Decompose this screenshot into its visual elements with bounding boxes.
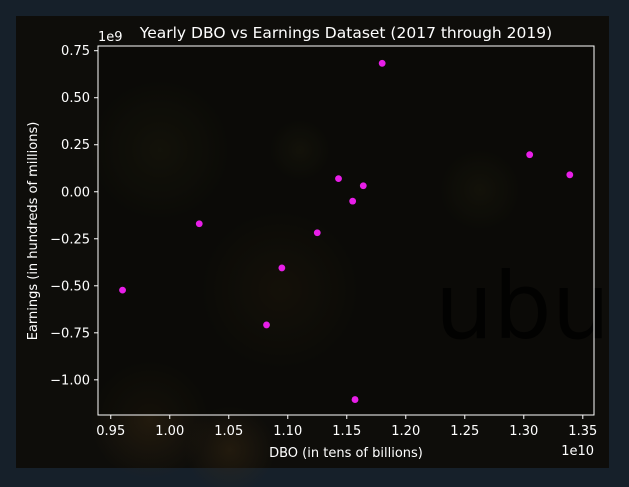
y-tick-label: 0.25 <box>61 138 90 153</box>
x-tick-label: 1.20 <box>391 424 420 439</box>
y-tick-label: −0.75 <box>50 326 90 341</box>
x-tick-label: 1.05 <box>214 424 243 439</box>
y-tick-label: −1.00 <box>50 373 90 388</box>
data-point <box>359 182 367 190</box>
x-tick-label: 1.35 <box>568 424 597 439</box>
axes-background <box>98 46 594 415</box>
y-tick-label: 0.00 <box>61 185 90 200</box>
data-point <box>278 264 286 272</box>
y-tick-label: −0.25 <box>50 232 90 247</box>
data-point <box>351 396 359 403</box>
x-tick-label: 1.25 <box>450 424 479 439</box>
y-axis-offset-label: 1e9 <box>98 30 123 45</box>
x-tick-label: 1.15 <box>332 424 361 439</box>
data-point <box>263 321 270 329</box>
data-point <box>119 286 126 294</box>
y-tick-label: 0.75 <box>61 44 90 59</box>
x-tick-label: 1.00 <box>155 424 184 439</box>
data-point <box>195 220 203 228</box>
data-point <box>313 229 321 237</box>
y-axis: 0.75 0.50 0.25 0.00 −0.25 −0.50 −0.75 −1.00 <box>50 44 98 388</box>
axes-frame <box>97 45 595 416</box>
data-point <box>378 59 386 67</box>
x-axis-label: DBO (in tens of billions) <box>269 446 423 461</box>
y-tick-label: −0.50 <box>50 279 90 294</box>
x-axis-offset-label: 1e10 <box>561 444 594 459</box>
scatter-points <box>119 59 574 403</box>
watermark-text: ubu <box>435 253 610 360</box>
chart-title: Yearly DBO vs Earnings Dataset (2017 thr… <box>139 24 552 42</box>
data-point <box>566 171 574 179</box>
data-point <box>335 175 342 182</box>
y-axis-label: Earnings (in hundreds of millions) <box>26 122 41 341</box>
x-axis: 0.95 1.00 1.05 1.10 1.15 1.20 1.25 1.30 1.35 <box>96 415 597 439</box>
x-tick-label: 1.30 <box>509 424 538 439</box>
data-point <box>526 151 534 159</box>
x-tick-label: 0.95 <box>96 424 125 439</box>
y-tick-label: 0.50 <box>61 91 90 106</box>
x-tick-label: 1.10 <box>273 424 302 439</box>
data-point <box>349 197 357 205</box>
